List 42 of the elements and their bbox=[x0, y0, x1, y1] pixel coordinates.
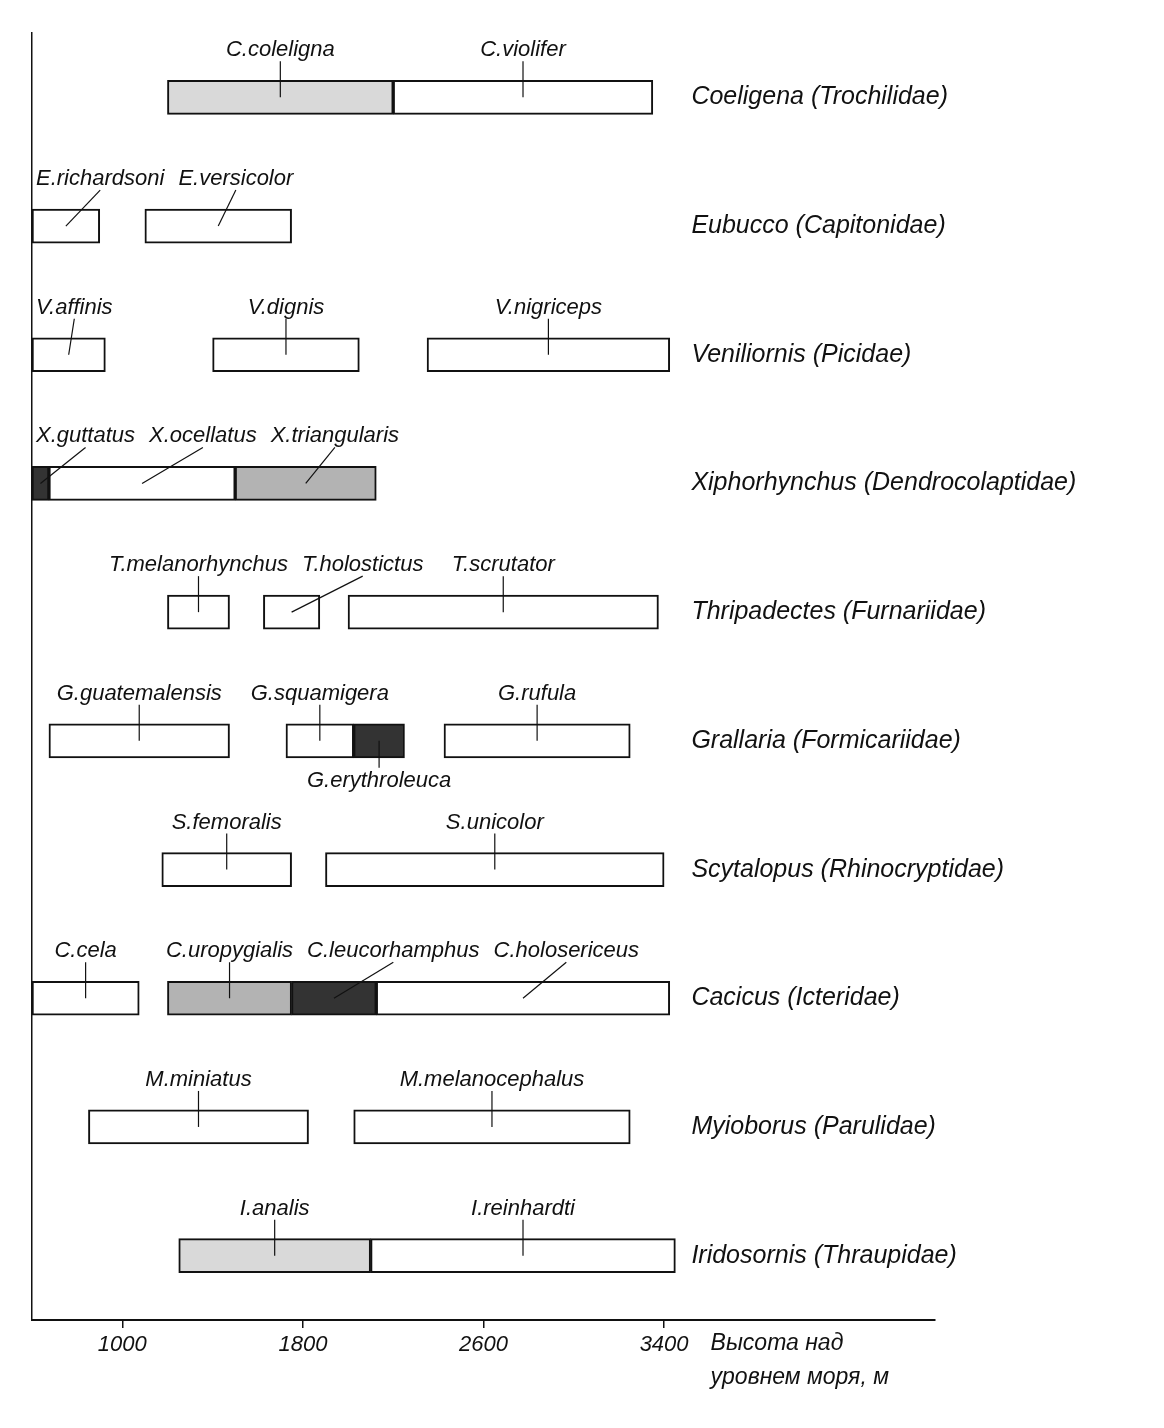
series-label: X.triangularis bbox=[269, 422, 400, 448]
series-label: G.rufula bbox=[497, 679, 577, 705]
series-label: C.violifer bbox=[480, 36, 568, 62]
y-tick-label: Scytalopus (Rhinocryptidae) bbox=[691, 853, 1005, 882]
series-label: M.miniatus bbox=[145, 1065, 252, 1091]
y-tick-label: Myioborus (Parulidae) bbox=[691, 1110, 936, 1139]
series-label: V.dignis bbox=[247, 293, 325, 319]
x-axis-title: Высота над уровнем моря, м bbox=[708, 1328, 890, 1389]
y-tick-label: Grallaria (Formicariidae) bbox=[691, 724, 961, 753]
y-tick-label: Xiphorhynchus (Dendrocolaptidae) bbox=[690, 467, 1077, 496]
series-label: E.richardsoni bbox=[36, 165, 166, 191]
y-tick-label: Eubucco (Capitonidae) bbox=[691, 210, 946, 238]
series-label: V.nigriceps bbox=[494, 293, 603, 319]
x-tick-label: 1000 bbox=[97, 1331, 148, 1357]
series-label: S.femoralis bbox=[171, 808, 282, 834]
series-label: S.unicolor bbox=[445, 808, 546, 834]
x-tick-label: 1800 bbox=[278, 1331, 329, 1357]
series-label: G.squamigera bbox=[250, 679, 389, 705]
y-tick-label: Thripadectes (Furnariidae) bbox=[691, 596, 986, 625]
y-tick-label: Veniliornis (Picidae) bbox=[691, 338, 912, 367]
series-label: G.guatemalensis bbox=[56, 679, 222, 705]
series-label: T.scrutator bbox=[451, 551, 557, 577]
series-label: M.melanocephalus bbox=[399, 1065, 585, 1091]
series-label: G.erythroleuca bbox=[306, 766, 452, 792]
series-label: C.coleligna bbox=[225, 36, 335, 62]
series-label: C.leucorhamphus bbox=[307, 937, 480, 963]
y-tick-label: Coeligena (Trochilidae) bbox=[691, 81, 948, 110]
x-tick-label: 3400 bbox=[639, 1331, 690, 1357]
series-label: C.cela bbox=[54, 937, 117, 963]
series-label: X.ocellatus bbox=[148, 422, 257, 448]
series-label: T.melanorhynchus bbox=[109, 551, 288, 577]
series-label: I.analis bbox=[239, 1194, 310, 1220]
x-tick-label: 2600 bbox=[458, 1331, 509, 1357]
series-label: X.guttatus bbox=[35, 422, 136, 448]
series-label: T.holostictus bbox=[301, 551, 424, 577]
series-label: C.holosericeus bbox=[493, 937, 640, 963]
series-label: V.affinis bbox=[36, 293, 113, 319]
y-tick-label: Iridosornis (Thraupidae) bbox=[691, 1239, 957, 1268]
y-tick-label: Cacicus (Icteridae) bbox=[691, 982, 900, 1011]
series-label: E.versicolor bbox=[178, 165, 295, 191]
series-label: C.uropygialis bbox=[165, 937, 294, 963]
series-label: I.reinhardti bbox=[471, 1194, 577, 1220]
